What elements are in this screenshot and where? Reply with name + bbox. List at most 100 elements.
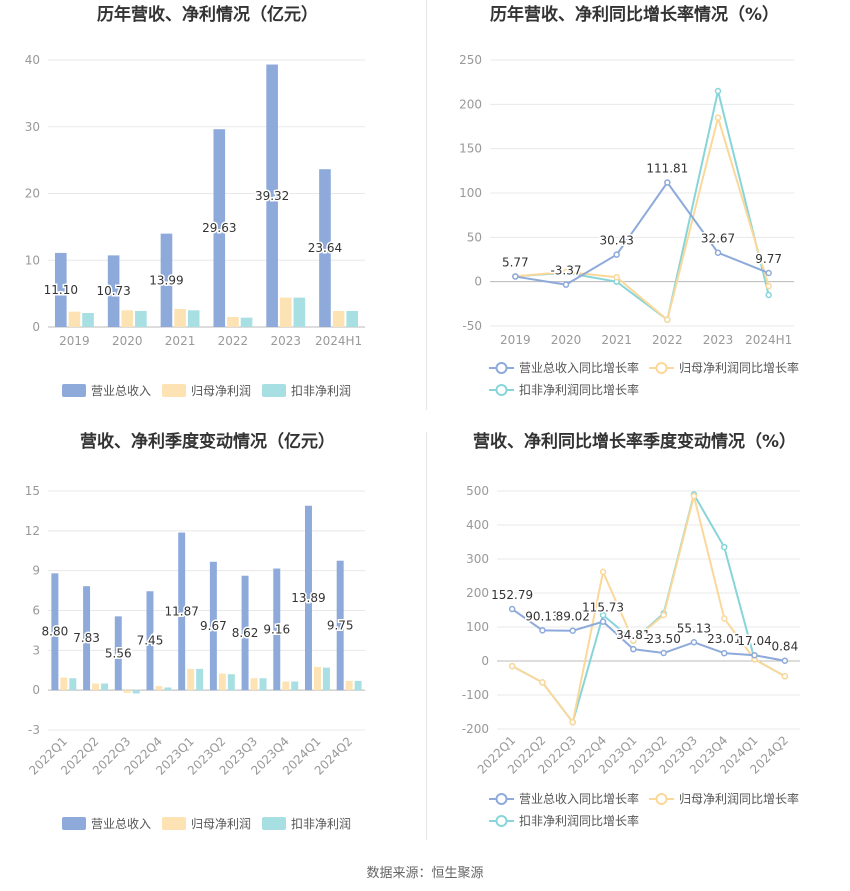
- data-label: 34.81: [616, 628, 650, 642]
- data-point: [569, 627, 576, 634]
- chart-title: 历年营收、净利情况（亿元）: [97, 4, 318, 25]
- x-tick-label: 2024H1: [745, 333, 792, 347]
- data-point: [508, 662, 516, 670]
- data-label: 152.79: [491, 588, 533, 602]
- x-tick-label: 2021: [165, 334, 196, 348]
- data-point: [721, 615, 728, 622]
- chart-title: 营收、净利同比增长率季度变动情况（%）: [473, 431, 796, 452]
- data-point: [765, 282, 772, 290]
- series-line-net-profit: [515, 113, 770, 322]
- quarterly-growth-rate-chart: 营收、净利同比增长率季度变动情况（%） -200 -100 0 100 200 300 400…: [462, 431, 800, 828]
- y-tick-label: 0: [32, 320, 40, 334]
- data-point: [512, 273, 519, 280]
- x-tick-label: 2020: [551, 333, 582, 347]
- y-tick-label: 15: [25, 484, 40, 498]
- y-tick-label: -200: [462, 722, 489, 736]
- data-point: [539, 627, 546, 634]
- data-point: [630, 637, 637, 644]
- bar-revenue: [107, 255, 120, 327]
- data-label: 90.13: [525, 609, 559, 623]
- bar-net-profit: [187, 668, 195, 691]
- legend-swatch: [262, 384, 286, 397]
- data-label: 10.73: [96, 284, 130, 298]
- data-label: 55.13: [677, 621, 711, 635]
- legend-label: 扣非净利润: [291, 817, 351, 831]
- data-point: [562, 281, 570, 288]
- legend-label: 归母净利润同比增长率: [679, 360, 799, 375]
- legend-item: 归母净利润: [162, 817, 251, 831]
- legend-label: 归母净利润: [191, 384, 251, 398]
- data-label: 5.56: [105, 646, 132, 660]
- data-point: [714, 249, 722, 256]
- series-line-net-profit: [511, 495, 786, 725]
- data-label: 9.75: [327, 618, 354, 632]
- data-point: [690, 492, 698, 500]
- legend-swatch: [162, 817, 186, 830]
- x-tick-label: 2021: [601, 333, 632, 347]
- data-label: 7.45: [137, 634, 164, 648]
- data-label: 23.64: [308, 241, 342, 255]
- bar-net-profit: [60, 677, 68, 691]
- data-label: 89.02: [556, 610, 590, 624]
- bar-nonrecurring-profit: [240, 317, 253, 327]
- y-tick-label: 3: [32, 643, 40, 657]
- series-line-nonrecurring-profit: [511, 491, 786, 725]
- legend-label: 扣非净利润同比增长率: [519, 382, 639, 397]
- bar-revenue: [178, 532, 186, 691]
- legend-item: 扣非净利润同比增长率: [489, 813, 639, 828]
- data-label: 39.32: [255, 189, 289, 203]
- bar-revenue: [241, 575, 249, 691]
- bar-nonrecurring-profit: [187, 310, 200, 327]
- y-tick-label: 12: [25, 524, 40, 538]
- data-label: 115.73: [582, 601, 624, 615]
- bar-net-profit: [174, 308, 186, 327]
- x-tick-label: 2019: [59, 334, 90, 348]
- bar-net-profit: [250, 678, 258, 691]
- legend-swatch: [62, 384, 86, 397]
- legend-marker: [495, 815, 508, 827]
- data-point: [751, 651, 758, 659]
- data-label: 13.89: [291, 591, 325, 605]
- y-tick-label: 150: [459, 142, 482, 156]
- data-label: 9.77: [755, 252, 782, 266]
- data-point: [664, 316, 671, 324]
- bar-nonrecurring-profit: [135, 310, 147, 327]
- bar-nonrecurring-profit: [354, 680, 362, 691]
- data-point: [714, 87, 722, 95]
- data-label: 29.63: [202, 221, 236, 235]
- data-label: 23.01: [707, 632, 741, 646]
- bar-nonrecurring-profit: [132, 690, 140, 694]
- legend-item: 归母净利润同比增长率: [649, 360, 799, 375]
- vertical-divider-bottom: [426, 432, 427, 840]
- data-label: 9.16: [263, 622, 290, 636]
- bar-revenue: [114, 616, 122, 691]
- legend-item: 营业总收入: [62, 817, 151, 831]
- legend-item: 营业总收入: [62, 384, 151, 398]
- data-label: 23.50: [646, 632, 680, 646]
- data-point: [599, 568, 607, 576]
- bar-net-profit: [345, 680, 353, 691]
- legend-swatch: [162, 384, 186, 397]
- chart-title: 历年营收、净利同比增长率情况（%）: [490, 4, 779, 25]
- data-point: [765, 291, 772, 299]
- y-tick-label: 0: [32, 683, 40, 697]
- y-tick-label: 6: [32, 604, 40, 618]
- data-label: 7.83: [73, 631, 100, 645]
- bar-net-profit: [121, 310, 134, 327]
- data-label: 13.99: [149, 273, 183, 287]
- data-label: 5.77: [502, 256, 529, 270]
- bar-net-profit: [218, 673, 226, 691]
- series-line-revenue: [515, 180, 770, 286]
- legend-marker: [495, 793, 508, 805]
- bar-revenue: [83, 586, 91, 691]
- legend-marker: [495, 384, 508, 396]
- legend-item: 扣非净利润: [262, 817, 351, 831]
- x-tick-label: 2023: [270, 334, 301, 348]
- y-tick-label: 30: [25, 120, 40, 134]
- legend-label: 营业总收入: [91, 817, 151, 831]
- bar-net-profit: [68, 311, 81, 327]
- data-point: [562, 268, 570, 276]
- data-point: [721, 543, 728, 551]
- bar-revenue: [273, 568, 281, 691]
- bar-revenue: [160, 233, 173, 327]
